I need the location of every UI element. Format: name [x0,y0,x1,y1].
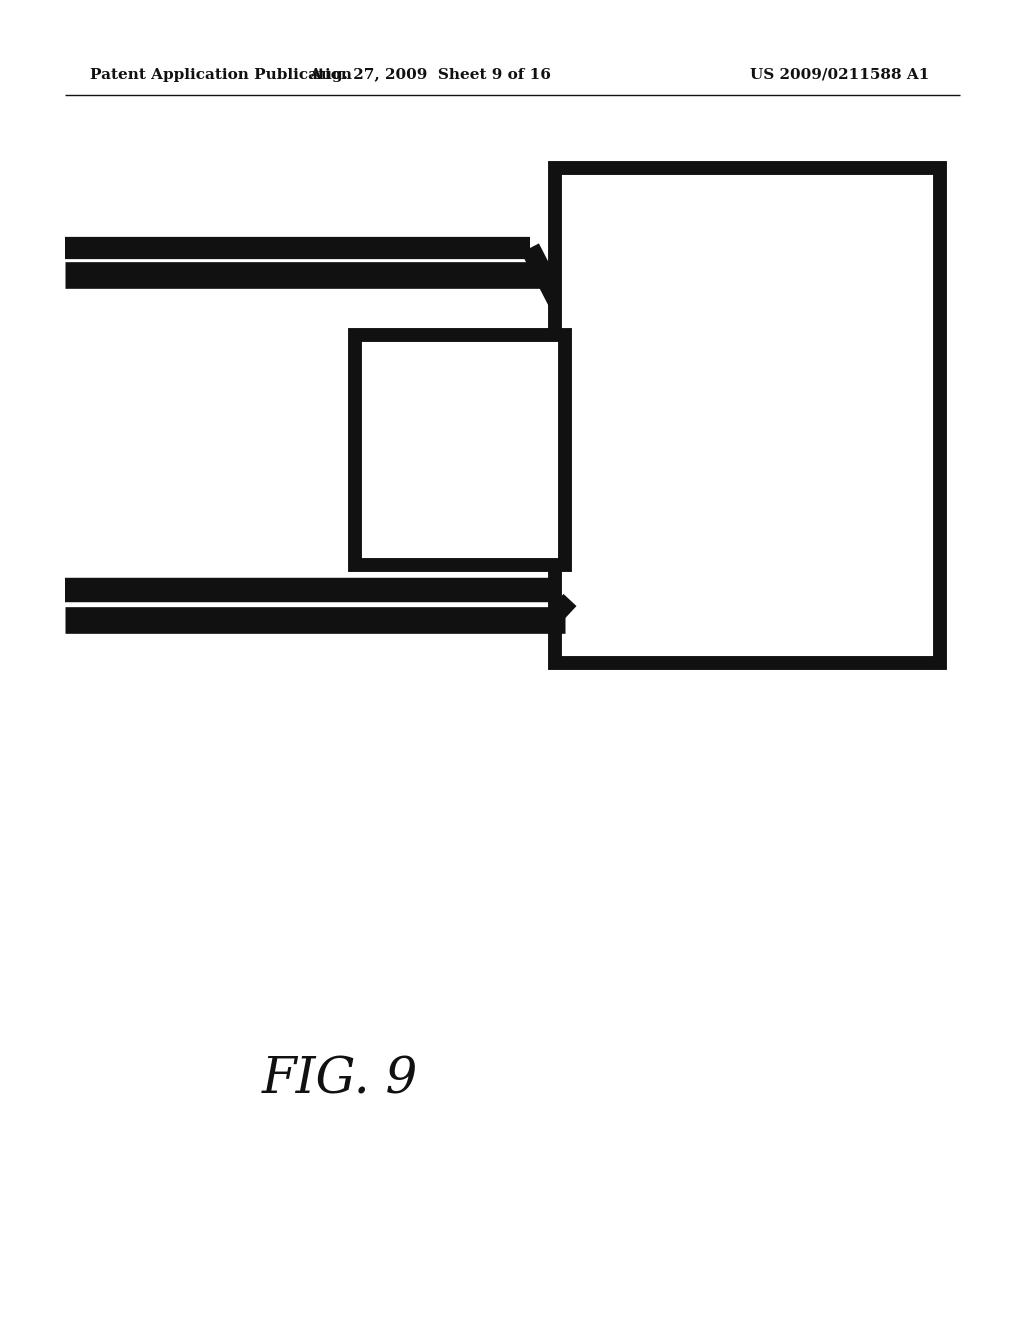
Bar [355,335,565,565]
Text: FIG. 9: FIG. 9 [262,1055,418,1105]
Bar [555,168,940,663]
Text: Patent Application Publication: Patent Application Publication [90,69,352,82]
Text: US 2009/0211588 A1: US 2009/0211588 A1 [751,69,930,82]
Text: Aug. 27, 2009  Sheet 9 of 16: Aug. 27, 2009 Sheet 9 of 16 [309,69,551,82]
